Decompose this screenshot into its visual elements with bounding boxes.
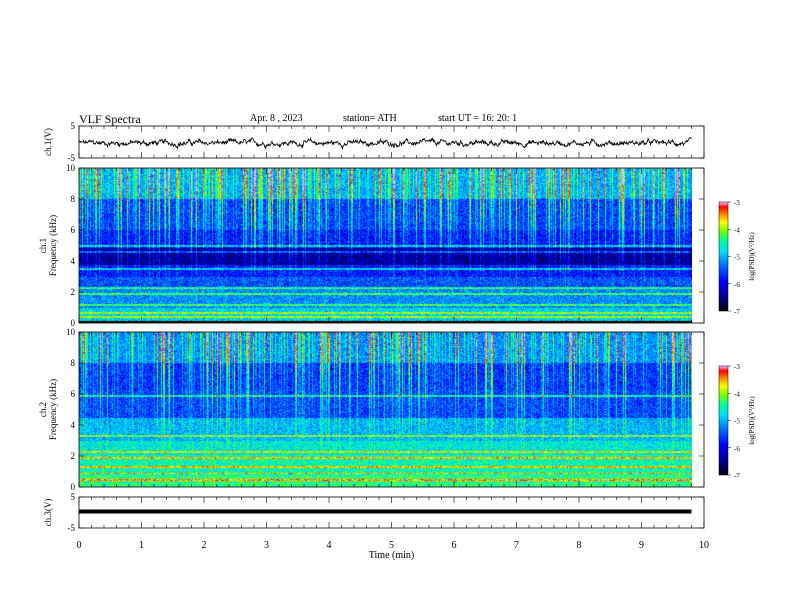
x-tick-label: 1 <box>139 540 144 551</box>
y-axis-label: ch.3(V) <box>43 499 53 527</box>
y-axis-label: ch.1 <box>38 238 48 253</box>
y-axis-label: ch.1(V) <box>43 128 53 156</box>
y-tick-label: 2 <box>71 287 76 297</box>
date-label: Apr. 8 , 2023 <box>250 113 303 124</box>
x-tick-label: 2 <box>202 540 207 551</box>
colorbar-tick-label: -6 <box>734 281 740 289</box>
y-tick-label: 6 <box>71 225 76 235</box>
y-tick-label: 6 <box>71 389 76 399</box>
y-tick-label: 5 <box>71 492 76 502</box>
x-axis-label: Time (min) <box>369 550 414 561</box>
x-tick-label: 5 <box>389 540 394 551</box>
x-tick-label: 9 <box>639 540 644 551</box>
y-tick-label: 8 <box>71 358 76 368</box>
y-axis-label: Frequency (kHz) <box>48 379 58 440</box>
colorbar-tick-label: -7 <box>734 308 740 316</box>
x-tick-label: 6 <box>452 540 457 551</box>
y-tick-label: 8 <box>71 194 76 204</box>
spectrogram-ch1 <box>79 168 692 323</box>
colorbar-tick-label: -5 <box>734 418 740 426</box>
colorbar-ch2 <box>719 366 728 475</box>
y-axis-label: Frequency (kHz) <box>48 215 58 276</box>
y-tick-label: 4 <box>71 256 76 266</box>
y-tick-label: 4 <box>71 420 76 430</box>
x-tick-label: 10 <box>699 540 709 551</box>
spectrogram-ch2 <box>79 332 692 487</box>
colorbar-label: log(PSD)(V²/Hz) <box>748 396 756 445</box>
colorbar-label: log(PSD)(V²/Hz) <box>748 232 756 281</box>
x-tick-label: 0 <box>77 540 82 551</box>
start-time-label: start UT = 16: 20: 1 <box>438 113 518 124</box>
y-axis-label: ch.2 <box>38 402 48 417</box>
colorbar-tick-label: -4 <box>734 226 740 234</box>
y-tick-label: 0 <box>71 318 76 328</box>
colorbar-tick-label: -5 <box>734 254 740 262</box>
y-tick-label: -5 <box>68 153 76 163</box>
colorbar-tick-label: -4 <box>734 390 740 398</box>
colorbar-ch1 <box>719 202 728 311</box>
colorbar-tick-label: -3 <box>734 199 740 207</box>
colorbar-tick-label: -7 <box>734 472 740 480</box>
x-tick-label: 4 <box>327 540 332 551</box>
chart-title: VLF Spectra <box>79 112 141 126</box>
y-tick-label: -5 <box>68 523 76 533</box>
ch1-voltage-trace <box>78 136 692 151</box>
y-tick-label: 0 <box>71 482 76 492</box>
station-label: station= ATH <box>343 113 397 124</box>
colorbar-tick-label: -3 <box>734 363 740 371</box>
y-tick-label: 10 <box>66 327 76 337</box>
y-tick-label: 10 <box>66 163 76 173</box>
x-tick-label: 8 <box>577 540 582 551</box>
colorbar-tick-label: -6 <box>734 445 740 453</box>
y-tick-label: 5 <box>71 121 76 131</box>
x-tick-label: 7 <box>514 540 519 551</box>
x-tick-label: 3 <box>264 540 269 551</box>
y-tick-label: 2 <box>71 451 76 461</box>
